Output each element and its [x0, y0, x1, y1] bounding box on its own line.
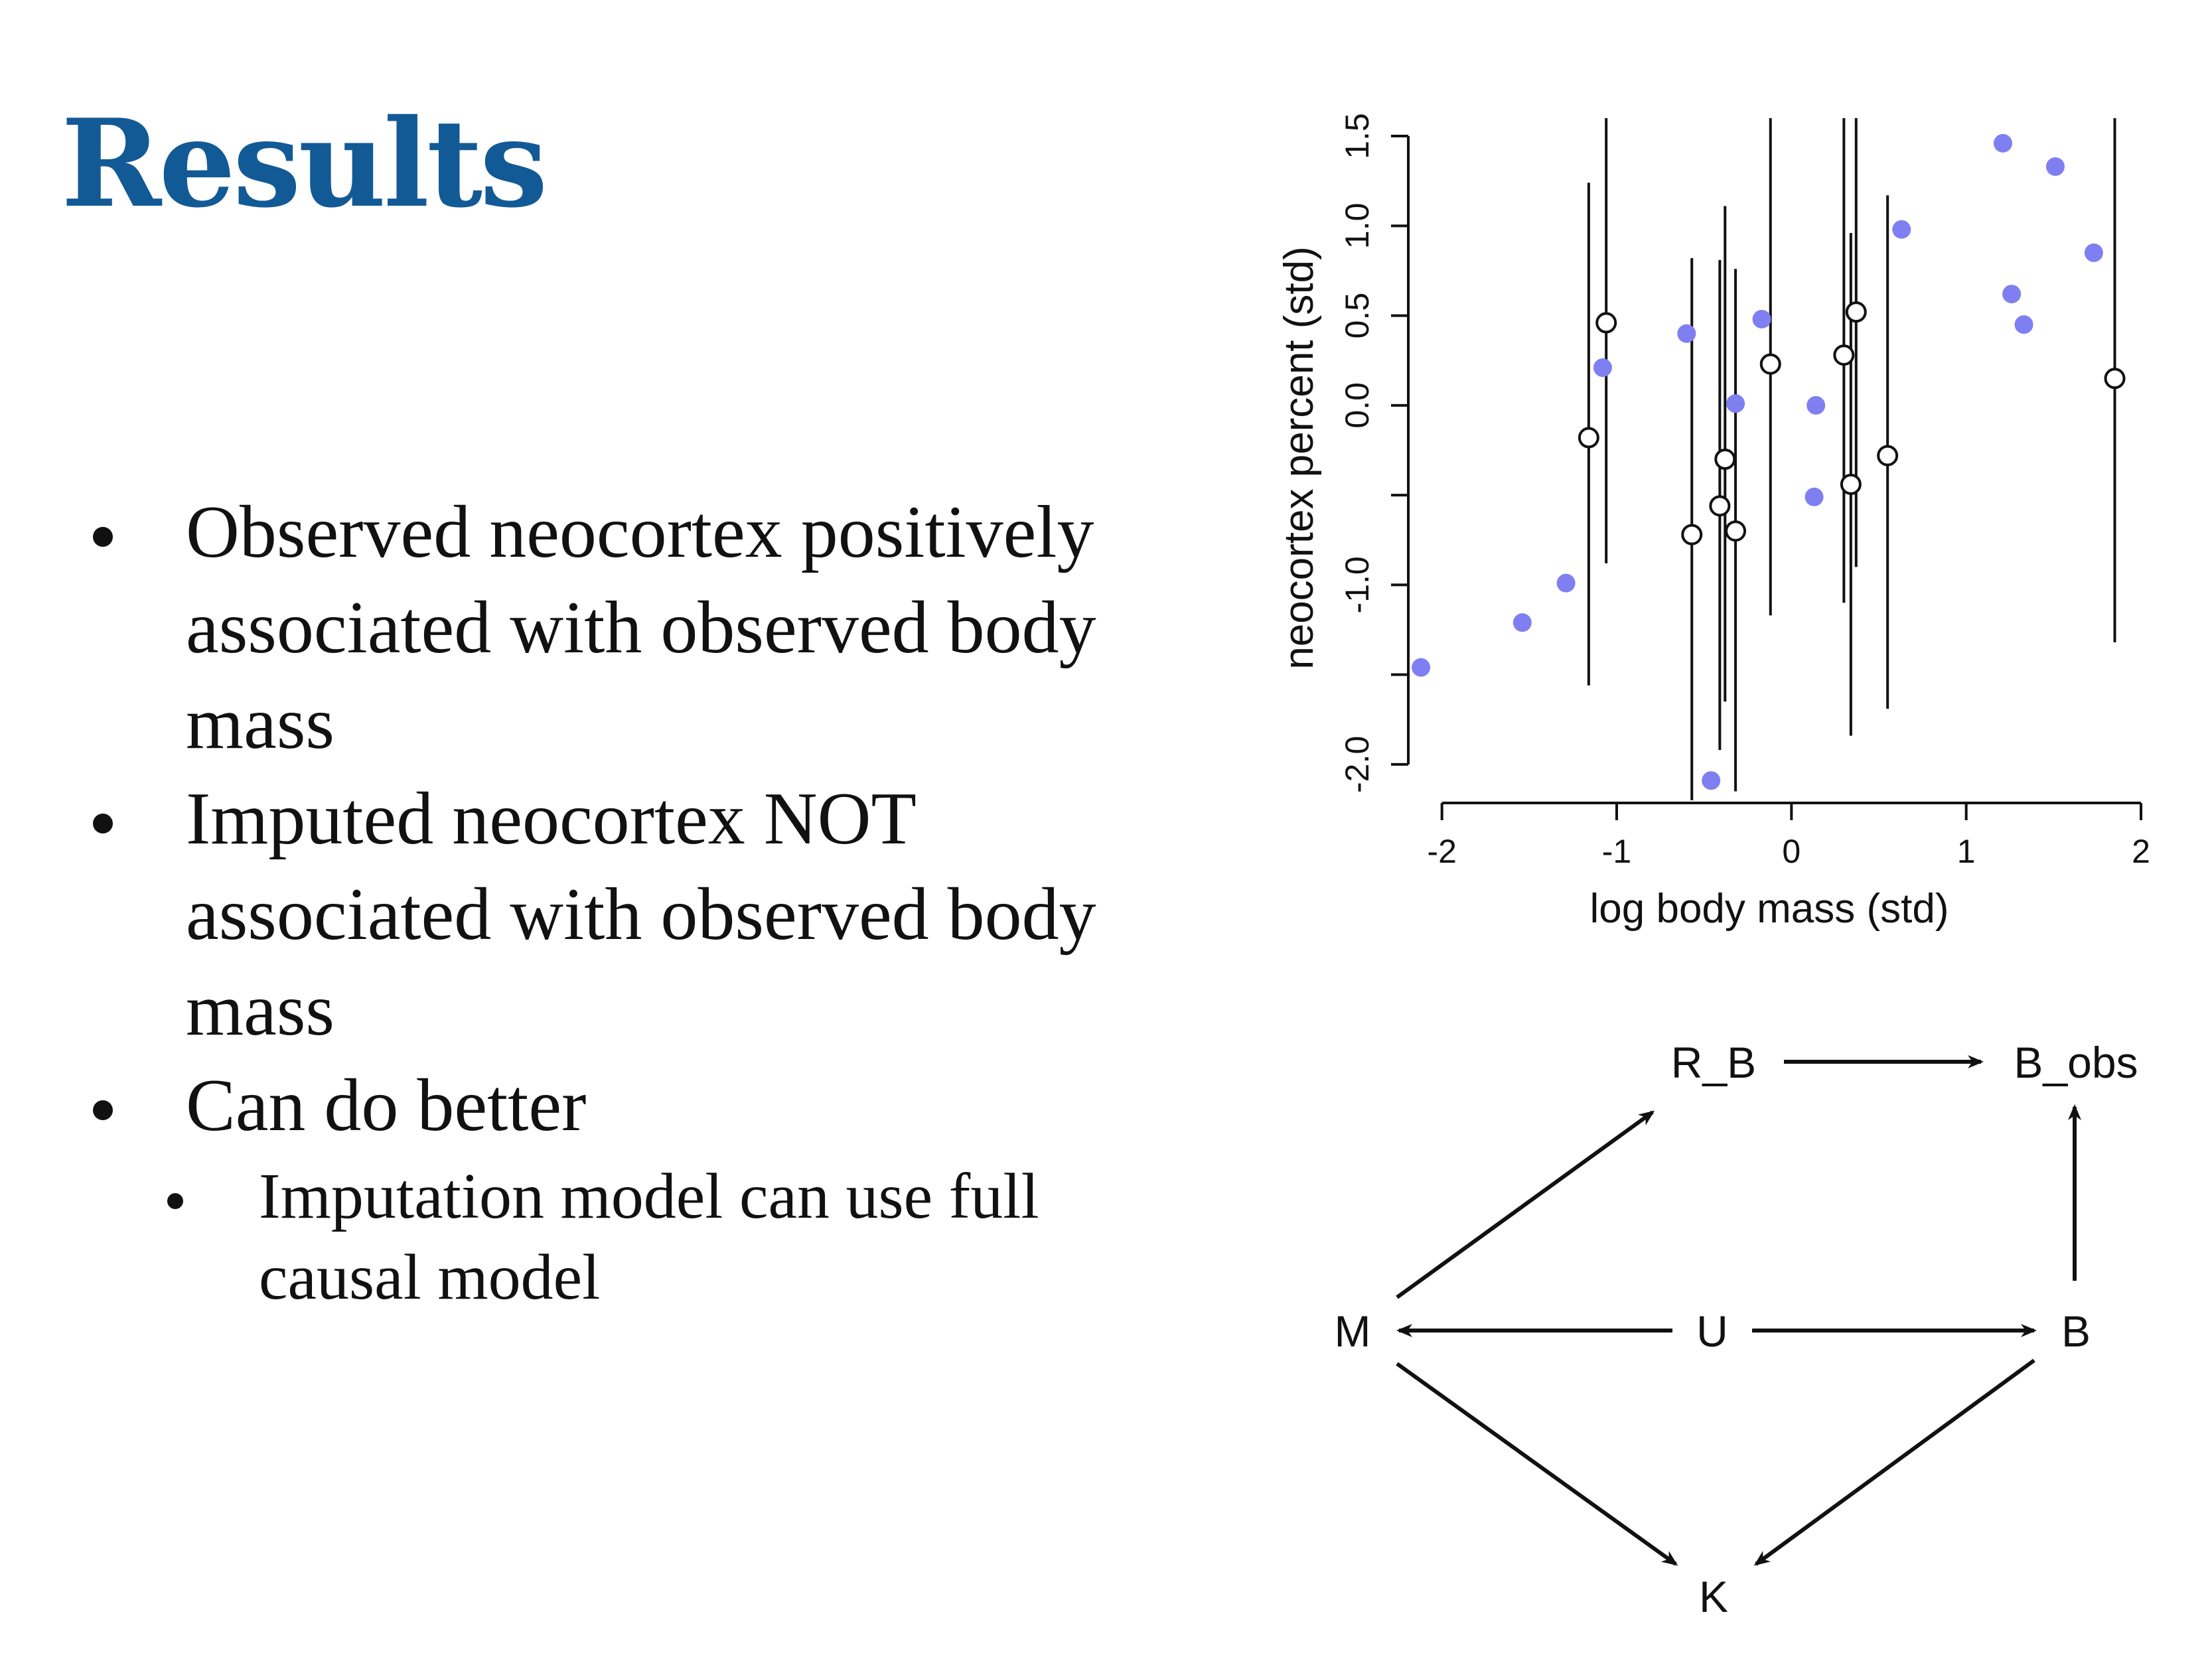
observed-point [1677, 324, 1696, 343]
bullet-item: Observed neocortex positively associated… [93, 484, 1181, 771]
x-tick-label: 1 [1957, 833, 1976, 870]
bullet-item: Can do better [93, 1058, 1181, 1153]
observed-point [2002, 285, 2022, 304]
imputed-point [2104, 368, 2126, 390]
imputed-point [1833, 344, 1855, 366]
observed-point [1556, 573, 1576, 593]
y-tick-label: 1.0 [1339, 203, 1376, 250]
bullet-list: Observed neocortex positively associated… [93, 484, 1181, 1318]
scatter-chart: -2 -1 0 1 2 -2.0 -1.0 0.0 0.5 1.0 1.5 log body mas… [1276, 113, 2150, 932]
imputed-point [1877, 445, 1899, 467]
bullet-item: Imputed neocortex NOT associated with ob… [93, 771, 1181, 1058]
imputed-point [1578, 427, 1599, 449]
node-m: M [1335, 1307, 1371, 1356]
observed-point [1806, 396, 1826, 415]
observed-point [1702, 771, 1721, 790]
edge-m-rb [1396, 1110, 1655, 1299]
imputed-point [1759, 353, 1781, 375]
imputed-point [1840, 473, 1862, 495]
imputed-point [1595, 312, 1617, 334]
node-b: B [2061, 1307, 2091, 1356]
y-tick-label: -1.0 [1339, 556, 1376, 613]
observed-point [1993, 133, 2012, 153]
observed-point [1752, 309, 1771, 328]
observed-point [2045, 157, 2065, 177]
sub-bullet-item: Imputation model can use full causal mod… [93, 1156, 1181, 1318]
observed-point [2084, 243, 2103, 262]
imputed-point [1725, 520, 1747, 542]
edge-m-k [1396, 1362, 1678, 1566]
x-axis-label: log body mass (std) [1590, 886, 1949, 932]
chart-marks [1412, 118, 2126, 800]
node-rb: R_B [1671, 1038, 1756, 1087]
observed-point [1412, 658, 1431, 677]
observed-point [1892, 220, 1911, 239]
chart-axes: -2 -1 0 1 2 -2.0 -1.0 0.0 0.5 1.0 1.5 [1339, 113, 2150, 870]
observed-point [1726, 394, 1745, 413]
slide-title: Results [61, 92, 548, 234]
y-tick-label: 0.5 [1339, 293, 1376, 339]
y-axis-label: neocortex percent (std) [1276, 246, 1322, 670]
imputed-point [1845, 301, 1867, 323]
x-tick-label: -1 [1602, 833, 1631, 870]
imputed-point [1681, 524, 1703, 545]
observed-point [2014, 315, 2033, 334]
y-tick-label: 1.5 [1339, 113, 1376, 159]
x-tick-label: 2 [2132, 833, 2150, 870]
x-tick-label: 0 [1782, 833, 1801, 870]
edge-b-k [1753, 1358, 2035, 1566]
y-tick-label: 0.0 [1339, 382, 1376, 429]
node-k: K [1699, 1572, 1728, 1621]
y-tick-label: -2.0 [1339, 736, 1376, 793]
node-u: U [1696, 1307, 1728, 1356]
node-bobs: B_obs [2014, 1038, 2138, 1087]
observed-point [1805, 487, 1824, 506]
observed-point [1593, 358, 1612, 378]
imputed-point [1714, 449, 1736, 470]
imputed-point [1709, 495, 1731, 517]
x-tick-label: -2 [1427, 833, 1456, 870]
observed-point [1512, 613, 1532, 632]
